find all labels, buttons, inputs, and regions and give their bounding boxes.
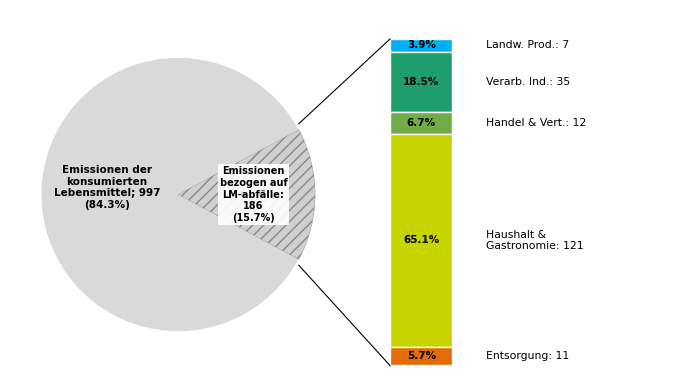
Bar [390,52,452,112]
Wedge shape [41,58,299,331]
Text: 6.7%: 6.7% [407,118,436,128]
Text: Entsorgung: 11: Entsorgung: 11 [486,351,570,361]
Bar [390,39,452,52]
Bar [390,112,452,134]
Wedge shape [178,130,315,259]
Text: Handel & Vert.: 12: Handel & Vert.: 12 [486,118,586,128]
Text: 5.7%: 5.7% [407,351,436,361]
Text: 18.5%: 18.5% [403,77,439,87]
Bar [390,347,452,365]
Text: Emissionen
bezogen auf
LM-abfälle:
186
(15.7%): Emissionen bezogen auf LM-abfälle: 186 (… [220,166,287,223]
Text: Landw. Prod.: 7: Landw. Prod.: 7 [486,40,569,50]
Text: 3.9%: 3.9% [407,40,436,50]
Text: Emissionen der
konsumierten
Lebensmittel; 997
(84.3%): Emissionen der konsumierten Lebensmittel… [53,165,160,210]
Bar [390,134,452,347]
Text: Haushalt &
Gastronomie: 121: Haushalt & Gastronomie: 121 [486,230,584,251]
Text: 65.1%: 65.1% [403,235,439,245]
Text: Verarb. Ind.: 35: Verarb. Ind.: 35 [486,77,571,87]
